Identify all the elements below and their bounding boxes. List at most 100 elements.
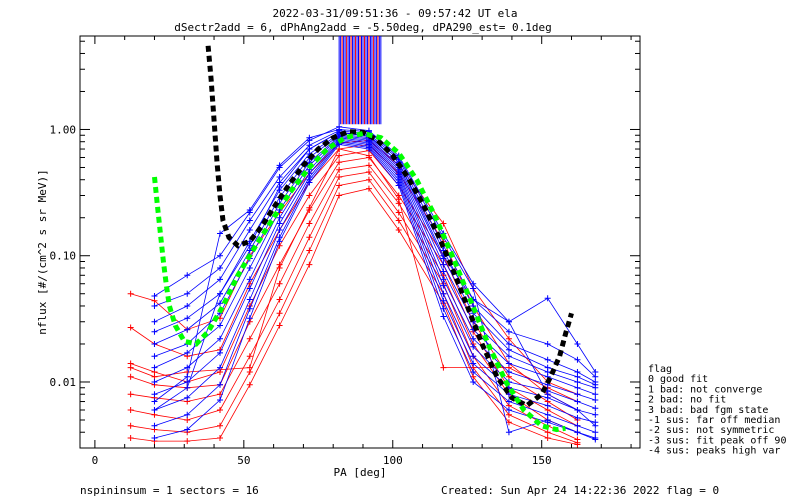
data-point-marker	[574, 414, 581, 421]
data-point-marker	[306, 179, 313, 186]
data-point-marker	[336, 192, 343, 199]
data-point-marker	[592, 405, 599, 412]
data-point-marker	[592, 422, 599, 429]
data-point-marker	[574, 356, 581, 363]
data-point-marker	[151, 435, 158, 442]
data-point-marker	[395, 182, 402, 189]
data-point-marker	[151, 340, 158, 347]
flag-legend-line: 2 bad: no fit	[648, 395, 726, 406]
data-point-marker	[276, 214, 283, 221]
data-point-marker	[151, 292, 158, 299]
data-point-marker	[440, 276, 447, 283]
data-point-marker	[440, 297, 447, 304]
data-point-marker	[440, 305, 447, 312]
data-point-marker	[151, 364, 158, 371]
data-point-marker	[440, 220, 447, 227]
data-point-marker	[592, 391, 599, 398]
data-point-marker	[246, 264, 253, 271]
x-tick-label: 150	[532, 454, 552, 467]
data-point-marker	[184, 373, 191, 380]
data-point-marker	[276, 174, 283, 181]
data-point-marker	[544, 411, 551, 418]
data-point-marker	[336, 174, 343, 181]
data-point-marker	[306, 261, 313, 268]
data-point-marker	[217, 276, 223, 283]
data-point-marker	[574, 422, 581, 429]
data-point-marker	[217, 252, 223, 259]
data-point-marker	[395, 196, 402, 203]
series-group	[127, 154, 581, 429]
data-point-marker	[276, 184, 283, 191]
data-point-marker	[365, 162, 372, 169]
data-point-marker	[151, 378, 158, 385]
data-point-marker	[505, 318, 512, 325]
data-point-marker	[217, 322, 223, 329]
series-line	[154, 130, 596, 378]
data-point-marker	[544, 429, 551, 436]
data-point-marker	[395, 217, 402, 224]
data-point-marker	[217, 230, 223, 237]
data-point-marker	[544, 295, 551, 302]
data-point-marker	[306, 247, 313, 254]
data-point-marker	[246, 353, 253, 360]
data-point-marker	[505, 353, 512, 360]
series-line	[154, 131, 596, 383]
flag-legend-line: 0 good fit	[648, 374, 708, 385]
data-point-marker	[276, 238, 283, 245]
data-point-marker	[470, 335, 477, 342]
data-point-marker	[365, 185, 372, 192]
flag-legend-line: -1 sus: far off median	[648, 415, 780, 426]
data-point-marker	[470, 378, 477, 385]
y-tick-label: 1.00	[50, 123, 77, 136]
data-point-marker	[217, 264, 223, 271]
data-point-marker	[470, 353, 477, 360]
y-tick-label: 0.10	[50, 250, 77, 263]
fit-curves	[152, 45, 574, 433]
data-point-marker	[184, 290, 191, 297]
data-point-marker	[592, 436, 599, 443]
data-point-marker	[440, 364, 447, 371]
data-point-marker	[217, 290, 223, 297]
data-point-marker	[505, 340, 512, 347]
data-point-marker	[127, 406, 134, 413]
data-point-marker	[574, 391, 581, 398]
data-point-marker	[544, 416, 551, 423]
series-line	[154, 141, 596, 423]
data-point-marker	[276, 162, 283, 169]
data-point-marker	[440, 290, 447, 297]
data-point-marker	[306, 192, 313, 199]
flag-legend-line: -4 sus: peaks high var	[648, 446, 780, 457]
data-point-marker	[505, 368, 512, 375]
data-point-marker	[217, 349, 223, 356]
data-point-marker	[217, 396, 223, 403]
data-point-marker	[306, 220, 313, 227]
data-point-marker	[544, 340, 551, 347]
data-point-marker	[365, 146, 372, 153]
x-axis-label: PA [deg]	[334, 466, 387, 479]
data-point-marker	[365, 152, 372, 159]
x-tick-label: 50	[237, 454, 250, 467]
data-point-marker	[440, 261, 447, 268]
data-point-marker	[151, 406, 158, 413]
data-point-marker	[184, 438, 191, 445]
footer-sector-info: nspininsum = 1 sectors = 16	[80, 484, 259, 497]
data-point-marker	[276, 322, 283, 329]
data-point-marker	[440, 313, 447, 320]
data-point-marker	[505, 429, 512, 436]
data-point-marker	[574, 378, 581, 385]
series-group	[127, 176, 581, 446]
data-point-marker	[127, 435, 134, 442]
data-point-marker	[151, 422, 158, 429]
data-point-marker	[276, 226, 283, 233]
data-point-marker	[184, 272, 191, 279]
data-point-marker	[574, 373, 581, 380]
series-group	[127, 137, 581, 398]
data-point-marker	[470, 285, 477, 292]
data-point-marker	[127, 290, 134, 297]
data-point-marker	[505, 406, 512, 413]
data-point-marker	[246, 285, 253, 292]
data-point-marker	[246, 364, 253, 371]
data-point-marker	[395, 226, 402, 233]
data-point-marker	[336, 152, 343, 159]
data-point-marker	[246, 296, 253, 303]
